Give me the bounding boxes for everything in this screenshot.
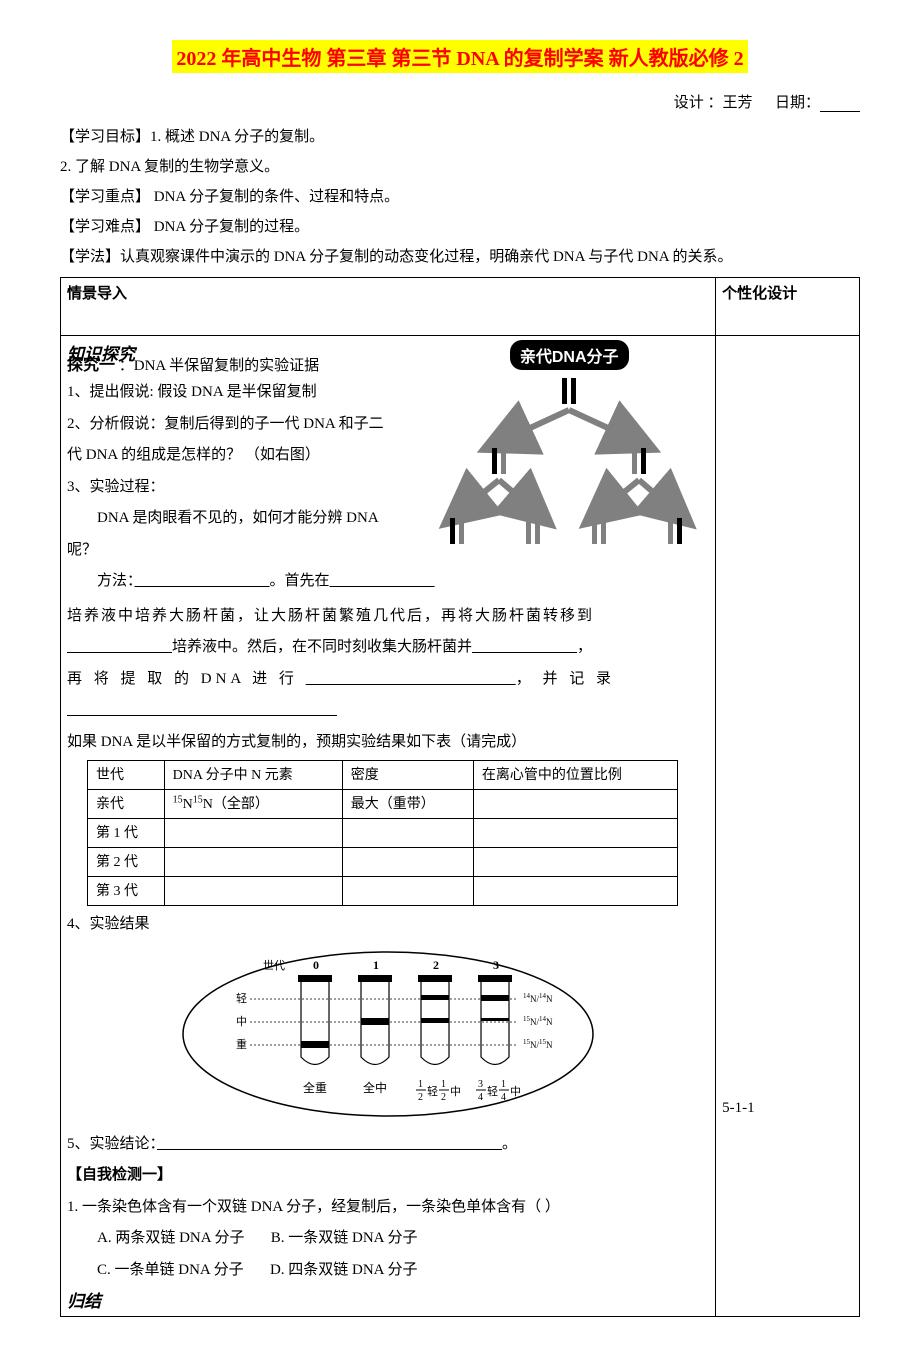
- r1c2: 15N15N（全部）: [164, 790, 342, 819]
- proc-l5: 培养液中。然后，在不同时刻收集大肠杆菌并 ，: [67, 633, 709, 662]
- svg-text:轻: 轻: [236, 991, 247, 1005]
- blank-5[interactable]: [306, 671, 516, 687]
- opt-c[interactable]: C. 一条单链 DNA 分子: [97, 1262, 244, 1278]
- svg-text:中: 中: [450, 1085, 461, 1098]
- r2c1: 第 1 代: [88, 819, 165, 848]
- result-diagram: 世代 0 1 2 3 轻 中 重: [178, 947, 598, 1122]
- blank-3[interactable]: [67, 639, 172, 655]
- predict-line: 如果 DNA 是以半保留的方式复制的，预期实验结果如下表（请完成）: [67, 728, 709, 757]
- goal-1: 1. 概述 DNA 分子的复制。: [150, 129, 324, 145]
- goal-2: 2. 了解 DNA 复制的生物学意义。: [60, 154, 860, 181]
- dna-tree-svg: [434, 370, 704, 560]
- difficulty-text: DNA 分子复制的过程。: [150, 219, 309, 235]
- blank-conclusion[interactable]: [157, 1136, 502, 1152]
- r1c4[interactable]: [473, 790, 677, 819]
- blank-6[interactable]: [67, 702, 337, 718]
- svg-text:全重: 全重: [303, 1080, 327, 1095]
- explore-sub-text: ：DNA 半保留复制的实验证据: [119, 358, 319, 374]
- svg-text:轻: 轻: [487, 1084, 498, 1098]
- method-fill: 方法： 。首先在: [67, 567, 709, 596]
- svg-text:2: 2: [433, 958, 439, 972]
- svg-text:全中: 全中: [363, 1080, 387, 1095]
- svg-text:2: 2: [441, 1092, 446, 1103]
- proc-l6: 再 将 提 取 的 DNA 进 行 ， 并 记 录: [67, 665, 709, 694]
- difficulty-line: 【学习难点】 DNA 分子复制的过程。: [60, 214, 860, 241]
- svg-text:15N/15N: 15N/15N: [523, 1038, 553, 1050]
- ih-4: 在离心管中的位置比例: [473, 761, 677, 790]
- selfcheck-heading: 【自我检测一】: [67, 1161, 709, 1190]
- svg-text:15N/14N: 15N/14N: [523, 1015, 553, 1027]
- ih-3: 密度: [342, 761, 473, 790]
- goals-label: 【学习目标】: [60, 129, 150, 145]
- goals-line1: 【学习目标】1. 概述 DNA 分子的复制。: [60, 124, 860, 151]
- focus-line: 【学习重点】 DNA 分子复制的条件、过程和特点。: [60, 184, 860, 211]
- svg-text:4: 4: [501, 1092, 506, 1103]
- svg-text:中: 中: [236, 1015, 247, 1028]
- svg-text:1: 1: [418, 1079, 423, 1090]
- explore-sub: 探究一: [67, 357, 115, 374]
- q1-options-1: A. 两条双链 DNA 分子 B. 一条双链 DNA 分子: [67, 1224, 709, 1253]
- method-lbl: 方法：: [97, 573, 135, 589]
- opt-d[interactable]: D. 四条双链 DNA 分子: [270, 1262, 418, 1278]
- q1: 1. 一条染色体含有一个双链 DNA 分子，经复制后，一条染色单体含有（ ）: [67, 1193, 709, 1222]
- l5a: 培养液中。然后，在不同时刻收集大肠杆菌并: [172, 639, 472, 655]
- svg-text:轻: 轻: [427, 1084, 438, 1098]
- method-text: 认真观察课件中演示的 DNA 分子复制的动态变化过程，明确亲代 DNA 与子代 …: [120, 249, 733, 265]
- r1c3: 最大（重带）: [342, 790, 473, 819]
- first-lbl: 。首先在: [270, 573, 330, 589]
- page-number: 5-1-1: [722, 1100, 755, 1116]
- blank-4[interactable]: [472, 639, 577, 655]
- opt-a[interactable]: A. 两条双链 DNA 分子: [97, 1230, 245, 1246]
- difficulty-label: 【学习难点】: [60, 219, 150, 235]
- sidebar-cell: 5-1-1: [716, 336, 860, 1317]
- svg-text:1: 1: [373, 958, 379, 972]
- opt-b[interactable]: B. 一条双链 DNA 分子: [271, 1230, 418, 1246]
- content-cell: 亲代DNA分子: [61, 336, 716, 1317]
- result-label: 4、实验结果: [67, 910, 709, 939]
- method-label: 【学法】: [60, 249, 120, 265]
- r1c1: 亲代: [88, 790, 165, 819]
- right-header: 个性化设计: [722, 285, 797, 302]
- r4c1: 第 3 代: [88, 877, 165, 906]
- ih-1: 世代: [88, 761, 165, 790]
- date-blank[interactable]: [820, 96, 860, 112]
- summary-heading: 归结: [67, 1287, 709, 1312]
- blank-2[interactable]: [330, 573, 435, 589]
- svg-text:世代: 世代: [263, 959, 285, 972]
- focus-label: 【学习重点】: [60, 189, 150, 205]
- meta-line: 设计 ：王芳 日期：: [60, 91, 860, 112]
- l6a: 再 将 提 取 的 DNA 进 行: [67, 671, 306, 687]
- prediction-table: 世代 DNA 分子中 N 元素 密度 在离心管中的位置比例 亲代 15N15N（…: [87, 760, 678, 906]
- r3c1: 第 2 代: [88, 848, 165, 877]
- svg-text:1: 1: [441, 1079, 446, 1090]
- proc-l4: 培养液中培养大肠杆菌，让大肠杆菌繁殖几代后，再将大肠杆菌转移到: [67, 602, 709, 631]
- svg-text:2: 2: [418, 1092, 423, 1103]
- blank-1[interactable]: [135, 573, 270, 589]
- method-line: 【学法】认真观察课件中演示的 DNA 分子复制的动态变化过程，明确亲代 DNA …: [60, 244, 860, 271]
- l5b: ，: [577, 639, 592, 655]
- designer: 设计 ：王芳: [674, 95, 753, 111]
- left-header: 情景导入: [67, 285, 127, 302]
- svg-text:4: 4: [478, 1092, 483, 1103]
- svg-text:3: 3: [493, 958, 499, 972]
- svg-text:3: 3: [478, 1079, 483, 1090]
- svg-text:14N/14N: 14N/14N: [523, 992, 553, 1004]
- q1-options-2: C. 一条单链 DNA 分子 D. 四条双链 DNA 分子: [67, 1256, 709, 1285]
- date-label: 日期：: [775, 95, 820, 111]
- page-title: 2022 年高中生物 第三章 第三节 DNA 的复制学案 新人教版必修 2: [172, 40, 747, 73]
- svg-text:中: 中: [510, 1085, 521, 1098]
- focus-text: DNA 分子复制的条件、过程和特点。: [150, 189, 399, 205]
- main-layout-table: 情景导入 个性化设计 亲代DNA分子: [60, 277, 860, 1317]
- svg-text:0: 0: [313, 958, 319, 972]
- conclusion-end: 。: [502, 1136, 517, 1152]
- conclusion-label: 5、实验结论：: [67, 1136, 157, 1152]
- l6b: ， 并 记 录: [516, 671, 615, 687]
- conclusion-line: 5、实验结论： 。: [67, 1130, 709, 1159]
- svg-text:1: 1: [501, 1079, 506, 1090]
- svg-text:重: 重: [236, 1037, 247, 1051]
- ih-2: DNA 分子中 N 元素: [164, 761, 342, 790]
